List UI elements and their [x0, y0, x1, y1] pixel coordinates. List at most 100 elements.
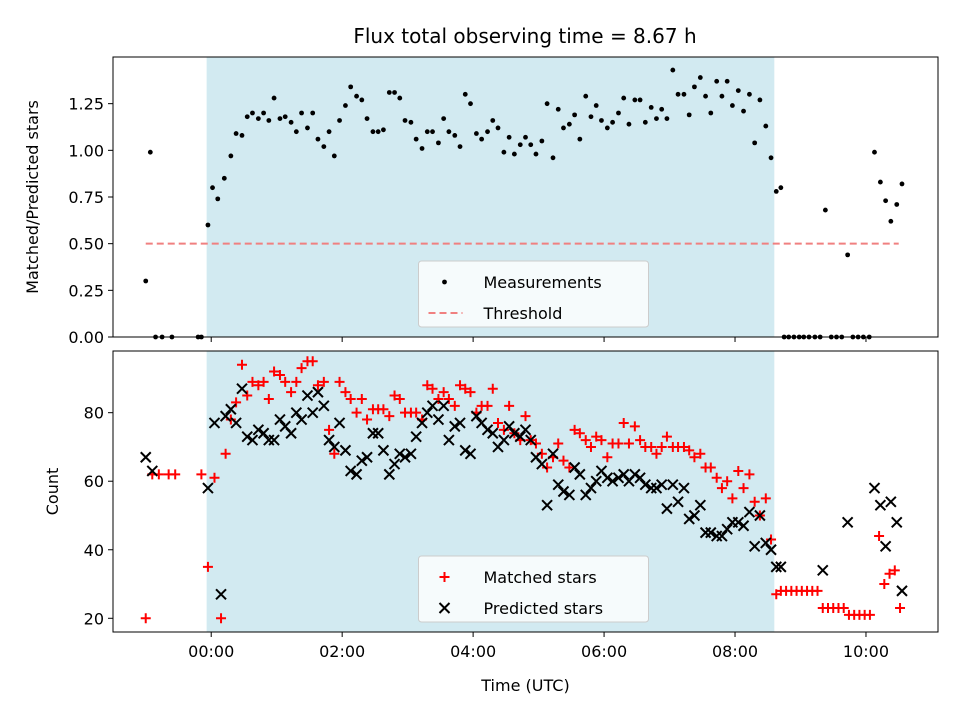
matched-stars-point — [345, 393, 356, 404]
legend-threshold-label: Threshold — [483, 304, 563, 323]
predicted-stars-point — [339, 444, 352, 457]
predicted-stars-point — [219, 410, 232, 422]
predicted-stars-point — [874, 499, 887, 511]
matched-stars-point — [324, 424, 335, 435]
predicted-stars-point — [140, 451, 152, 463]
measurements-point — [533, 151, 539, 157]
predicted-stars-point — [394, 448, 406, 460]
matched-stars-point — [384, 411, 395, 422]
top-axes-frame — [112, 56, 939, 338]
measurements-point — [282, 114, 288, 120]
matched-stars-point — [744, 469, 755, 480]
measurements-point — [757, 97, 763, 103]
measurements-point — [735, 88, 741, 93]
matched-stars-point — [678, 441, 689, 452]
matched-stars-point — [530, 438, 541, 449]
predicted-stars-point — [885, 496, 897, 508]
predicted-stars-point — [891, 516, 903, 529]
predicted-stars-point — [421, 406, 433, 419]
measurements-point — [778, 185, 784, 191]
matched-stars-point — [722, 476, 733, 487]
measurements-point — [239, 133, 245, 138]
measurements-point — [255, 116, 261, 121]
measurements-point — [724, 78, 730, 84]
matched-stars-point — [895, 603, 906, 614]
predicted-stars-point — [868, 482, 881, 494]
predicted-stars-point — [748, 540, 761, 553]
matched-stars-point — [140, 613, 151, 624]
measurements-point — [205, 222, 211, 228]
predicted-stars-point — [661, 502, 673, 515]
predicted-stars-point — [301, 389, 314, 402]
predicted-stars-point — [760, 537, 772, 549]
matched-stars-point — [202, 561, 213, 572]
legend-matched-stars-marker — [439, 572, 450, 582]
predicted-stars-point — [367, 427, 379, 439]
y-tick-label: 0.25 — [68, 281, 104, 300]
measurements-point — [266, 118, 272, 123]
legend-predicted-stars-label: Predicted stars — [484, 599, 604, 618]
predicted-stars-point — [285, 427, 297, 439]
matched-stars-point — [629, 421, 640, 432]
measurements-point — [604, 125, 610, 131]
measurements-point — [326, 129, 332, 135]
measurements-point — [894, 202, 900, 207]
matched-stars-point — [216, 613, 227, 624]
matched-stars-point — [504, 400, 515, 411]
matched-stars-point — [334, 376, 345, 387]
matched-stars-point — [465, 387, 476, 398]
predicted-stars-point — [241, 430, 253, 443]
predicted-stars-point — [775, 561, 787, 573]
x-axis-label: Time (UTC) — [480, 676, 569, 695]
predicted-stars-point — [328, 441, 341, 453]
matched-stars-point — [684, 445, 695, 456]
predicted-stars-point — [405, 448, 417, 460]
measurements-point — [719, 93, 725, 99]
predicted-stars-point — [650, 482, 663, 494]
measurements-point — [511, 151, 517, 157]
predicted-stars-point — [454, 417, 466, 429]
predicted-stars-point — [290, 406, 303, 419]
matched-stars-point — [340, 387, 351, 398]
matched-stars-point — [231, 397, 242, 408]
matched-stars-point — [727, 493, 738, 504]
matched-stars-point — [427, 383, 438, 394]
predicted-stars-point — [557, 485, 570, 498]
measurements-point — [441, 116, 447, 121]
matched-stars-point — [635, 435, 646, 446]
matched-stars-point — [394, 393, 405, 404]
measurements-point — [697, 75, 703, 80]
measurements-point — [468, 101, 473, 107]
x-tick-label: 00:00 — [188, 642, 234, 661]
matched-stars-point — [498, 424, 509, 435]
matched-stars-point — [455, 380, 466, 391]
measurements-point — [436, 140, 441, 146]
measurements-point — [768, 155, 774, 161]
predicted-stars-point — [443, 434, 455, 446]
y-tick-label: 60 — [84, 472, 104, 491]
matched-stars-point — [296, 363, 307, 374]
predicted-stars-point — [498, 434, 510, 446]
matched-stars-point — [596, 435, 607, 446]
predicted-stars-point — [514, 430, 526, 443]
measurements-point — [747, 91, 752, 97]
matched-stars-point — [263, 393, 274, 404]
predicted-stars-point — [377, 444, 390, 457]
matched-stars-point — [542, 462, 553, 473]
predicted-stars-point — [678, 482, 690, 494]
measurements-point — [730, 103, 735, 108]
measurements-point — [495, 125, 501, 131]
chart-title: Flux total observing time = 8.67 h — [353, 24, 696, 48]
predicted-stars-point — [634, 472, 646, 484]
legend-box — [418, 555, 649, 623]
predicted-stars-point — [503, 420, 515, 433]
measurements-point — [305, 125, 310, 131]
matched-stars-point — [591, 431, 602, 442]
matched-stars-point — [838, 603, 849, 614]
y-tick-label: 80 — [84, 404, 104, 423]
predicted-stars-point — [536, 458, 548, 470]
y-tick-label: 0.75 — [68, 188, 104, 207]
measurements-point — [621, 95, 627, 101]
matched-stars-point — [613, 438, 624, 449]
